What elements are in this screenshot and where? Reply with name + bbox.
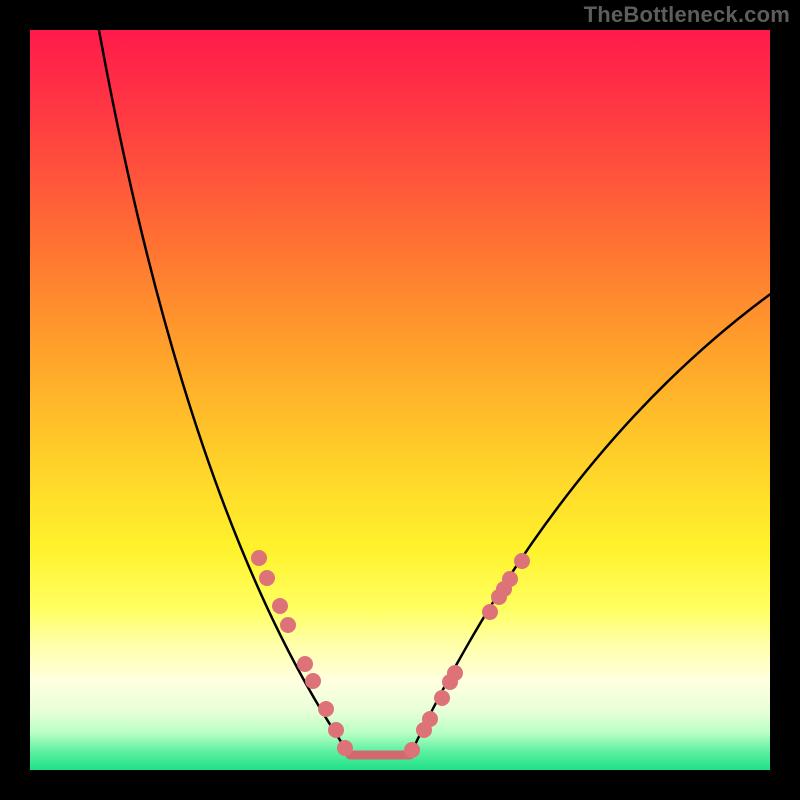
marker-dot [404, 742, 420, 758]
marker-dot [502, 571, 518, 587]
marker-dot [514, 553, 530, 569]
marker-dot [272, 598, 288, 614]
marker-dot [447, 665, 463, 681]
marker-dot [251, 550, 267, 566]
marker-dot [434, 690, 450, 706]
bottleneck-chart [0, 0, 800, 800]
chart-container: TheBottleneck.com [0, 0, 800, 800]
marker-dot [328, 722, 344, 738]
plot-area [30, 30, 770, 770]
marker-dot [280, 617, 296, 633]
marker-dot [318, 701, 334, 717]
marker-dot [482, 604, 498, 620]
marker-dot [422, 711, 438, 727]
marker-dot [305, 673, 321, 689]
marker-dot [337, 740, 353, 756]
watermark-text: TheBottleneck.com [584, 2, 790, 28]
marker-dot [259, 570, 275, 586]
marker-dot [297, 656, 313, 672]
